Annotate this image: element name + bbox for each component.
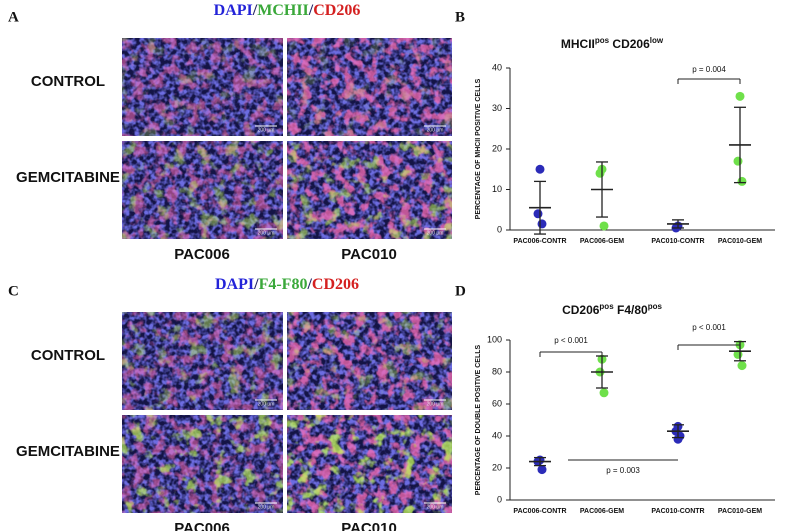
row-label: CONTROL	[31, 347, 105, 364]
image-green	[122, 415, 283, 513]
dot	[595, 168, 605, 178]
scale-bar-label: 200 µm	[258, 230, 275, 236]
micrograph	[122, 312, 283, 410]
title-part: /	[252, 2, 258, 19]
y-axis-label: PERCENTAGE OF DOUBLE POSITIVE CELLS	[475, 344, 482, 495]
title-part: pos	[599, 302, 614, 311]
scale-bar-label: 200 µm	[427, 127, 444, 133]
column-label: PAC010	[341, 246, 397, 263]
image-green	[287, 141, 452, 239]
row-label: GEMCITABINE	[16, 443, 120, 460]
title-part: MHCII	[561, 37, 595, 51]
dot	[535, 164, 545, 174]
column-label: PAC006	[174, 520, 230, 531]
panel-title: CD206pos F4/80pos	[562, 302, 662, 318]
dot	[737, 361, 747, 371]
dot	[537, 465, 547, 475]
p-value: p < 0.001	[692, 323, 726, 332]
panel-letter: A	[8, 9, 19, 25]
p-value: p = 0.003	[606, 466, 640, 475]
title-part: /	[253, 276, 259, 293]
y-axis-label: PERCENTAGE OF MHCII POSITIVE CELLS	[475, 78, 482, 219]
dot	[737, 176, 747, 186]
y-tick-label: 30	[492, 103, 502, 113]
y-tick-label: 0	[497, 494, 502, 504]
scale-bar-label: 200 µm	[427, 401, 444, 407]
y-tick-label: 20	[492, 143, 502, 153]
panel-title: DAPI/F4-F80/CD206	[215, 276, 359, 293]
micrograph	[122, 415, 283, 513]
panel-letter: B	[455, 9, 465, 25]
x-tick-label: PAC010-CONTR	[651, 238, 704, 245]
x-tick-label: PAC006-GEM	[580, 238, 624, 245]
column-label: PAC010	[341, 520, 397, 531]
image-green	[122, 312, 283, 410]
column-label: PAC006	[174, 246, 230, 263]
x-tick-label: PAC010-GEM	[718, 508, 762, 515]
title-part: pos	[648, 302, 663, 311]
title-part: F4/80	[614, 303, 648, 317]
micrograph	[122, 38, 283, 136]
p-value: p < 0.001	[554, 336, 588, 345]
dot	[735, 91, 745, 101]
title-part: low	[650, 36, 664, 45]
title-part: CD206	[609, 37, 650, 51]
title-part: CD206	[562, 303, 600, 317]
title-part: DAPI	[215, 276, 254, 293]
micrograph	[287, 312, 452, 410]
dot	[537, 219, 547, 229]
panel-title: MHCIIpos CD206low	[561, 36, 664, 52]
dot	[599, 388, 609, 398]
title-part: DAPI	[214, 2, 253, 19]
scale-bar-label: 200 µm	[258, 401, 275, 407]
panel-letter: C	[8, 283, 19, 299]
x-tick-label: PAC010-GEM	[718, 238, 762, 245]
image-green	[122, 141, 283, 239]
title-part: CD206	[313, 2, 360, 19]
x-tick-label: PAC006-CONTR	[513, 238, 566, 245]
y-tick-label: 100	[487, 334, 502, 344]
panel-letter: D	[455, 283, 466, 299]
row-label: CONTROL	[31, 73, 105, 90]
x-tick-label: PAC006-CONTR	[513, 508, 566, 515]
title-part: F4-F80	[259, 276, 308, 293]
y-tick-label: 20	[492, 462, 502, 472]
scale-bar-label: 200 µm	[427, 504, 444, 510]
dot	[733, 156, 743, 166]
x-tick-label: PAC006-GEM	[580, 508, 624, 515]
micrograph	[287, 141, 452, 239]
y-tick-label: 60	[492, 398, 502, 408]
image-green	[287, 415, 452, 513]
scale-bar-label: 200 µm	[427, 230, 444, 236]
scale-bar-label: 200 µm	[258, 504, 275, 510]
title-part: /	[308, 2, 314, 19]
title-part: pos	[595, 36, 610, 45]
image-green	[287, 312, 452, 410]
micrograph	[122, 141, 283, 239]
micrograph	[287, 415, 452, 513]
y-tick-label: 0	[497, 224, 502, 234]
title-part: /	[306, 276, 312, 293]
title-part: MCHII	[257, 2, 309, 19]
y-tick-label: 10	[492, 184, 502, 194]
dot	[533, 209, 543, 219]
y-tick-label: 40	[492, 62, 502, 72]
title-part: CD206	[312, 276, 359, 293]
panel-title: DAPI/MCHII/CD206	[214, 2, 361, 19]
row-label: GEMCITABINE	[16, 169, 120, 186]
y-tick-label: 40	[492, 430, 502, 440]
image-green	[122, 38, 283, 136]
x-tick-label: PAC010-CONTR	[651, 508, 704, 515]
image-green	[287, 38, 452, 136]
dot	[599, 221, 609, 231]
scale-bar-label: 200 µm	[258, 127, 275, 133]
micrograph	[287, 38, 452, 136]
y-tick-label: 80	[492, 366, 502, 376]
p-value: p = 0.004	[692, 65, 726, 74]
